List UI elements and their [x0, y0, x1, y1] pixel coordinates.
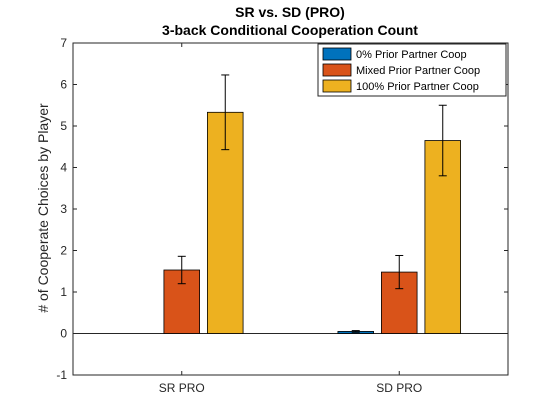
x-tick-label: SD PRO — [376, 381, 422, 395]
y-tick-label: 3 — [60, 202, 67, 216]
y-axis-label: # of Cooperate Choices by Player — [35, 103, 51, 313]
x-tick-label: SR PRO — [159, 381, 205, 395]
legend-swatch — [322, 79, 352, 93]
y-tick-label: -1 — [56, 368, 67, 382]
y-tick-label: 0 — [60, 327, 67, 341]
y-tick-label: 4 — [60, 161, 67, 175]
y-tick-label: 2 — [60, 244, 67, 258]
legend-entry: 100% Prior Partner Coop — [356, 81, 479, 93]
legend: 0% Prior Partner Coop Mixed Prior Partner… — [317, 43, 507, 97]
y-tick-label: 6 — [60, 78, 67, 92]
y-tick-label: 1 — [60, 285, 67, 299]
bar — [207, 111, 244, 334]
legend-swatch — [322, 47, 352, 61]
axes-box — [72, 42, 509, 376]
y-tick-label: 7 — [60, 36, 67, 50]
y-tick-label: 5 — [60, 119, 67, 133]
legend-entry: 0% Prior Partner Coop — [356, 49, 467, 61]
legend-swatch — [322, 63, 352, 77]
chart-title: SR vs. SD (PRO) — [235, 4, 345, 20]
legend-entry: Mixed Prior Partner Coop — [356, 65, 480, 77]
plot-area: -1 0 1 2 3 4 5 6 7 SR PRO SD PRO — [56, 36, 508, 395]
chart-subtitle: 3-back Conditional Cooperation Count — [162, 22, 418, 38]
